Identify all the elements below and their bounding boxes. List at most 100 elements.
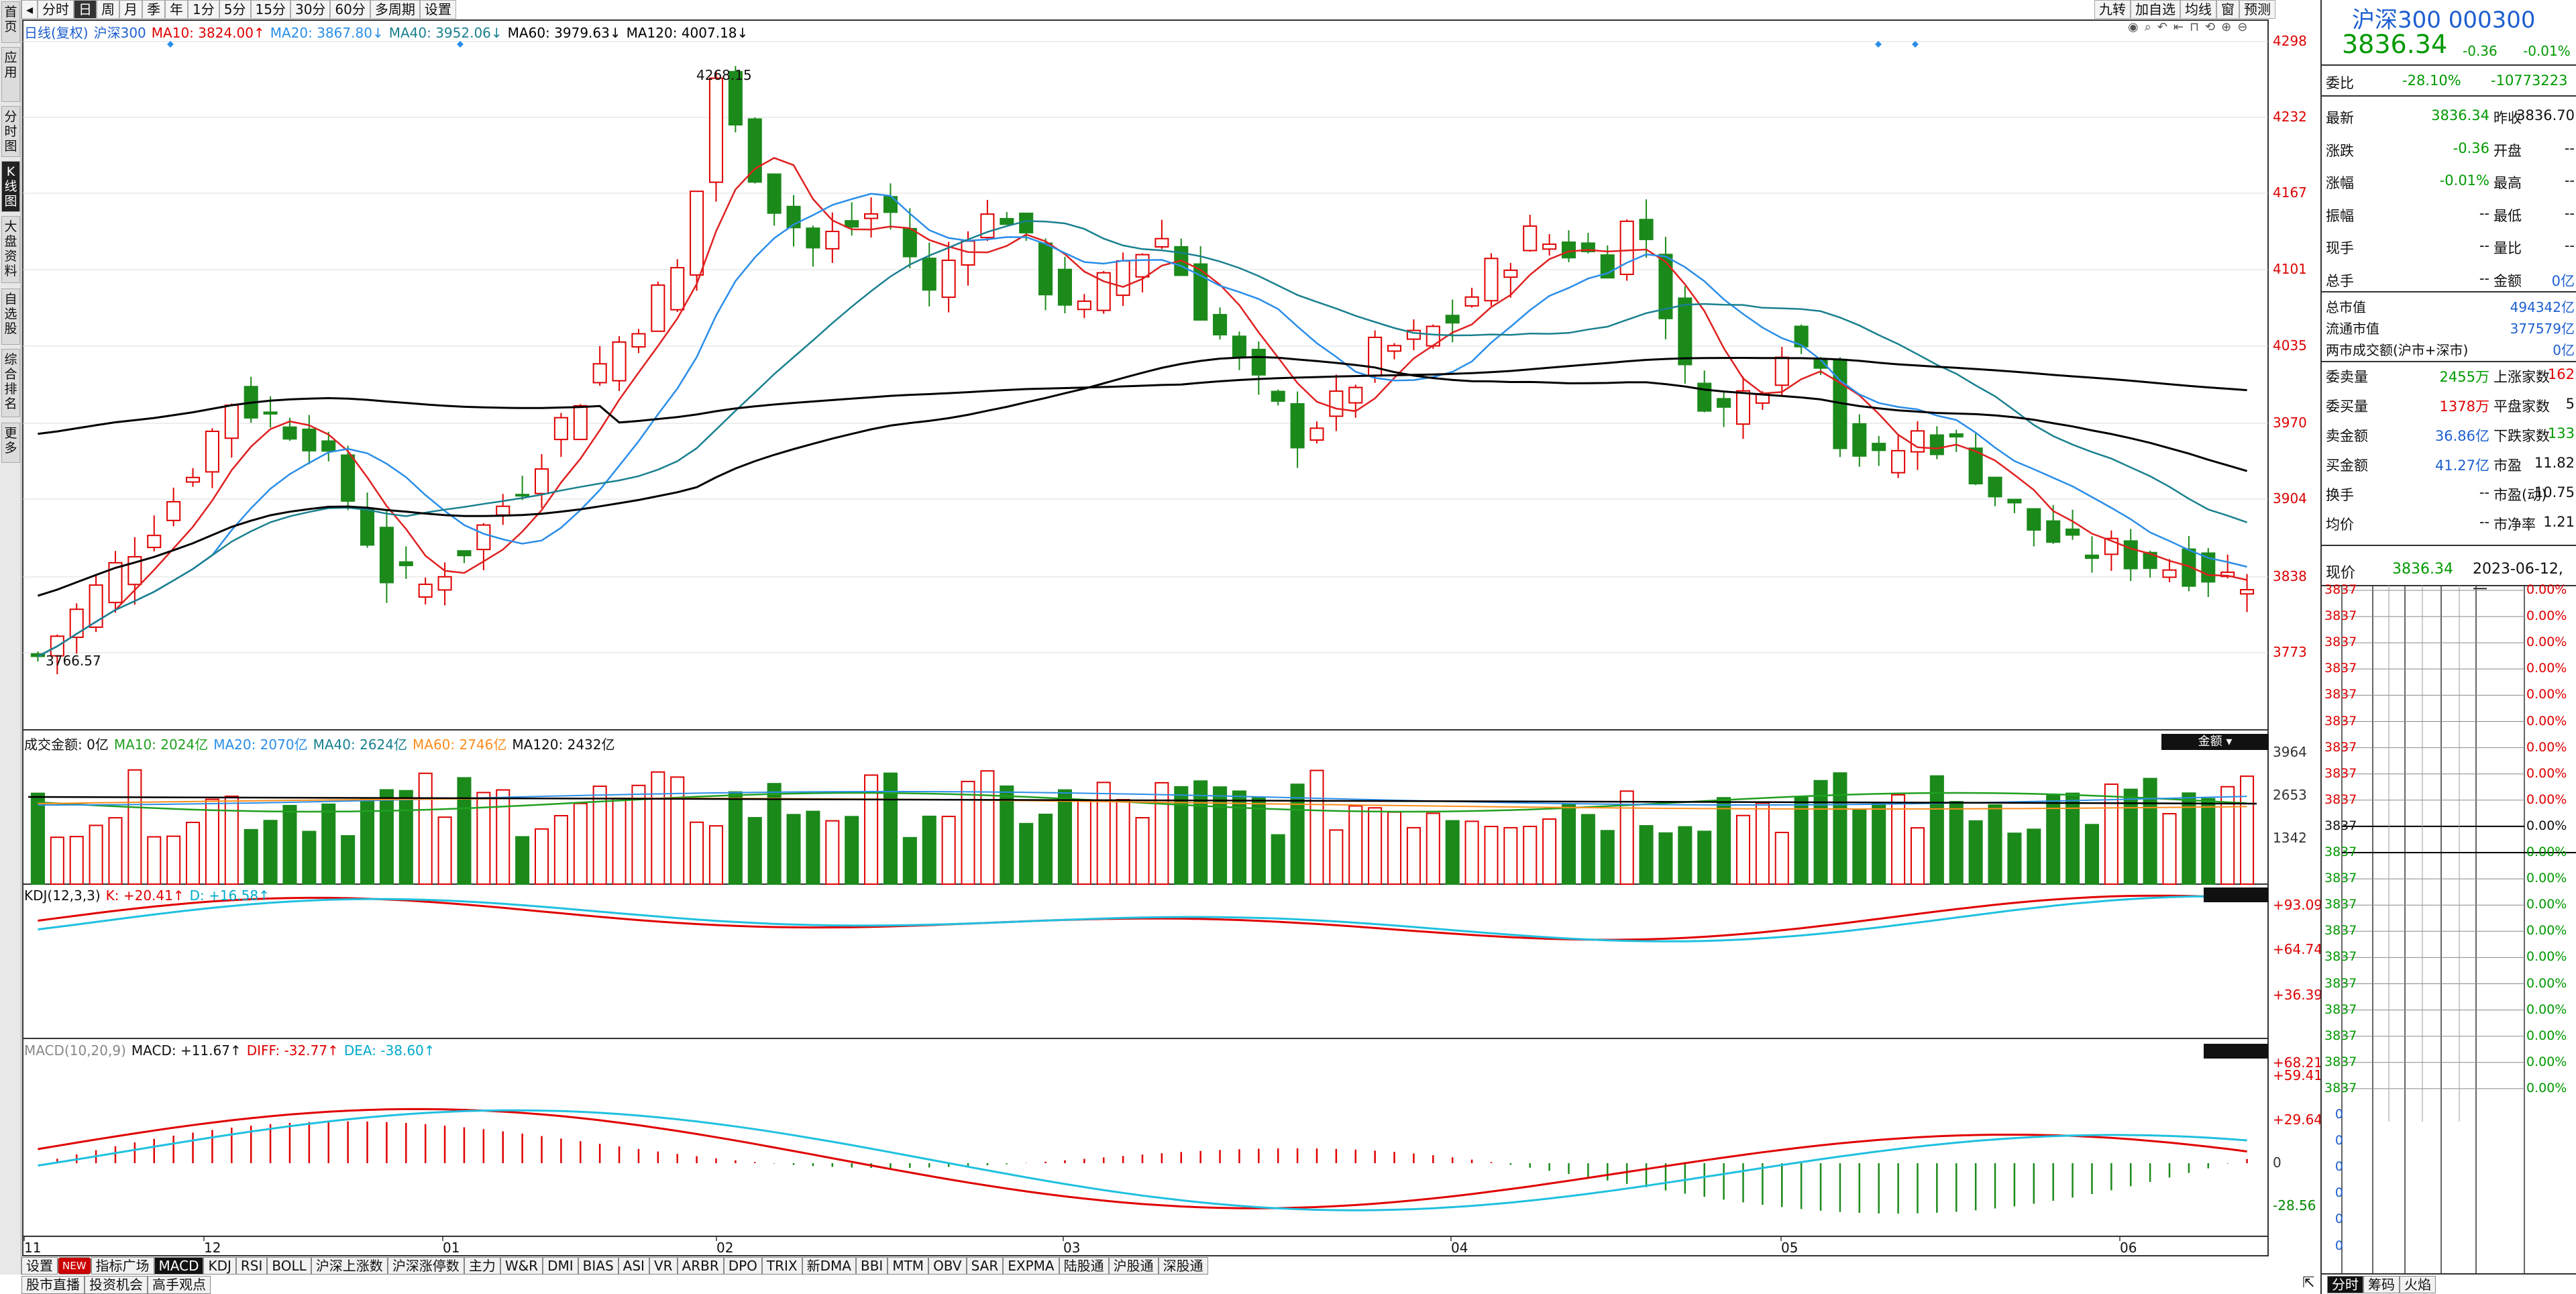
candlestick <box>1968 432 1983 486</box>
quote-field-label: 总手 <box>2326 272 2354 289</box>
quote-pct: -0.01% <box>2523 43 2571 59</box>
indicator-tab[interactable]: EXPMA <box>1003 1257 1059 1275</box>
magnifier-icon[interactable]: ⌕ <box>2144 20 2151 34</box>
period-button[interactable]: 季 <box>142 0 166 19</box>
indicator-tab[interactable]: BIAS <box>578 1257 619 1275</box>
indicator-tab[interactable]: BOLL <box>267 1257 311 1275</box>
indicator-tab[interactable]: VR <box>649 1257 678 1275</box>
quote-field-value: -- <box>2564 140 2575 156</box>
sidebar-item[interactable]: 应用 <box>1 47 20 102</box>
period-button[interactable]: 1分 <box>188 0 219 19</box>
toolbar-button[interactable]: 窗 <box>2216 0 2239 19</box>
volume-bar <box>534 828 549 885</box>
candlestick <box>1426 324 1440 349</box>
indicator-tab[interactable]: 沪股通 <box>1108 1257 1159 1275</box>
indicator-tab[interactable]: 新DMA <box>802 1257 856 1275</box>
period-button[interactable]: 周 <box>97 0 120 19</box>
indicator-tab[interactable]: KDJ <box>203 1257 236 1275</box>
candlestick <box>592 346 607 386</box>
indicator-tab[interactable]: 深股通 <box>1158 1257 1208 1275</box>
lock-icon[interactable]: ⊓ <box>2190 20 2200 34</box>
quote-tab[interactable]: 筹码 <box>2363 1276 2400 1293</box>
period-button[interactable]: 5分 <box>219 0 251 19</box>
quote-tab[interactable]: 火焰 <box>2400 1276 2436 1293</box>
period-button[interactable]: 分时 <box>38 0 74 19</box>
toolbar-button[interactable]: 均线 <box>2180 0 2216 19</box>
kline-chart[interactable] <box>21 19 2320 1257</box>
sidebar-item[interactable]: 更多 <box>1 423 20 463</box>
volume-bar <box>1251 796 1266 885</box>
zoom-in-icon[interactable]: ⊕ <box>2221 20 2232 34</box>
period-button[interactable]: ◂ <box>21 0 38 19</box>
sidebar-item[interactable]: 综合排名 <box>1 349 20 417</box>
kdj-settings-button[interactable] <box>2204 887 2268 902</box>
restore-icon[interactable]: ⟲ <box>2205 20 2216 34</box>
indicator-tab[interactable]: SAR <box>966 1257 1004 1275</box>
indicator-tab[interactable]: 指标广场 <box>91 1257 154 1275</box>
indicator-tab[interactable]: ARBR <box>677 1257 724 1275</box>
volume-bar <box>89 824 103 885</box>
indicator-tab[interactable]: 设置 <box>21 1257 58 1275</box>
candlestick <box>1542 233 1557 256</box>
period-button[interactable]: 年 <box>165 0 189 19</box>
sidebar-item[interactable]: 分时图 <box>1 106 20 157</box>
indicator-tab[interactable]: MTM <box>888 1257 929 1275</box>
expand-icon[interactable]: ⇱ <box>2302 1275 2315 1291</box>
indicator-tab[interactable]: TRIX <box>761 1257 802 1275</box>
volume-bar <box>670 776 685 885</box>
indicator-tab[interactable]: 沪深涨停数 <box>387 1257 464 1275</box>
sidebar-item[interactable]: 自选股 <box>1 288 20 345</box>
content-tab[interactable]: 股市直播 <box>21 1276 85 1294</box>
macd-settings-button[interactable] <box>2204 1044 2268 1059</box>
period-button[interactable]: 30分 <box>290 0 331 19</box>
candlestick <box>1503 263 1518 298</box>
now-price: 3836.34 <box>2392 561 2453 578</box>
volume-bar <box>1678 826 1693 885</box>
ladder-pct: 0.00% <box>2526 687 2567 702</box>
indicator-tab[interactable]: DMI <box>543 1257 578 1275</box>
indicator-tab[interactable]: 沪深上涨数 <box>311 1257 388 1275</box>
sidebar-item[interactable]: K线图 <box>1 161 20 212</box>
period-button[interactable]: 15分 <box>250 0 290 19</box>
period-button[interactable]: 设置 <box>419 0 456 19</box>
content-tab[interactable]: 投资机会 <box>85 1276 148 1294</box>
volume-bar <box>1852 810 1867 885</box>
indicator-tab[interactable]: 主力 <box>464 1257 500 1275</box>
month-label: 02 <box>716 1240 734 1256</box>
toolbar-button[interactable]: 加自选 <box>2131 0 2180 19</box>
candlestick <box>2162 559 2177 582</box>
volume-legend: 成交金额: 0亿 MA10: 2024亿 MA20: 2070亿 MA40: 2624… <box>24 734 621 753</box>
indicator-tab[interactable]: DPO <box>723 1257 762 1275</box>
period-button[interactable]: 月 <box>119 0 143 19</box>
candlestick <box>1678 286 1693 384</box>
zoom-out-icon[interactable]: ⊖ <box>2237 20 2248 34</box>
indicator-tab[interactable]: MACD <box>154 1257 204 1275</box>
candlestick <box>2065 509 2080 540</box>
indicator-tab[interactable]: W&R <box>500 1257 543 1275</box>
toolbar-button[interactable]: 预测 <box>2239 0 2275 19</box>
indicator-tab[interactable]: BBI <box>855 1257 888 1275</box>
volume-bar <box>2240 775 2255 885</box>
sidebar-item[interactable]: 大盘资料 <box>1 216 20 283</box>
toolbar-button[interactable]: 九转 <box>2094 0 2131 19</box>
quote-tab[interactable]: 分时 <box>2327 1276 2363 1293</box>
now-label: 现价 <box>2326 565 2356 582</box>
quote-field-label: 开盘 <box>2493 142 2522 159</box>
candlestick <box>398 546 413 579</box>
indicator-tab[interactable]: ASI <box>618 1257 649 1275</box>
volume-bar <box>457 777 472 885</box>
volume-tick: 2653 <box>2273 787 2307 803</box>
period-button[interactable]: 60分 <box>330 0 370 19</box>
period-button[interactable]: 日 <box>74 0 97 19</box>
undo-icon[interactable]: ↶ <box>2157 20 2167 34</box>
sidebar-item[interactable]: 首页 <box>1 1 20 43</box>
macd-tick: +68.21 <box>2273 1055 2323 1071</box>
content-tab[interactable]: 高手观点 <box>148 1276 211 1294</box>
left-arrow-icon[interactable]: ⇤ <box>2173 20 2184 34</box>
indicator-tab[interactable]: 陆股通 <box>1059 1257 1109 1275</box>
indicator-tab[interactable]: RSI <box>235 1257 268 1275</box>
period-button[interactable]: 多周期 <box>370 0 420 19</box>
indicator-tab[interactable]: OBV <box>928 1257 967 1275</box>
eye-icon[interactable]: ◉ <box>2128 20 2139 34</box>
amount-button[interactable]: 金额 ▾ <box>2161 734 2269 750</box>
